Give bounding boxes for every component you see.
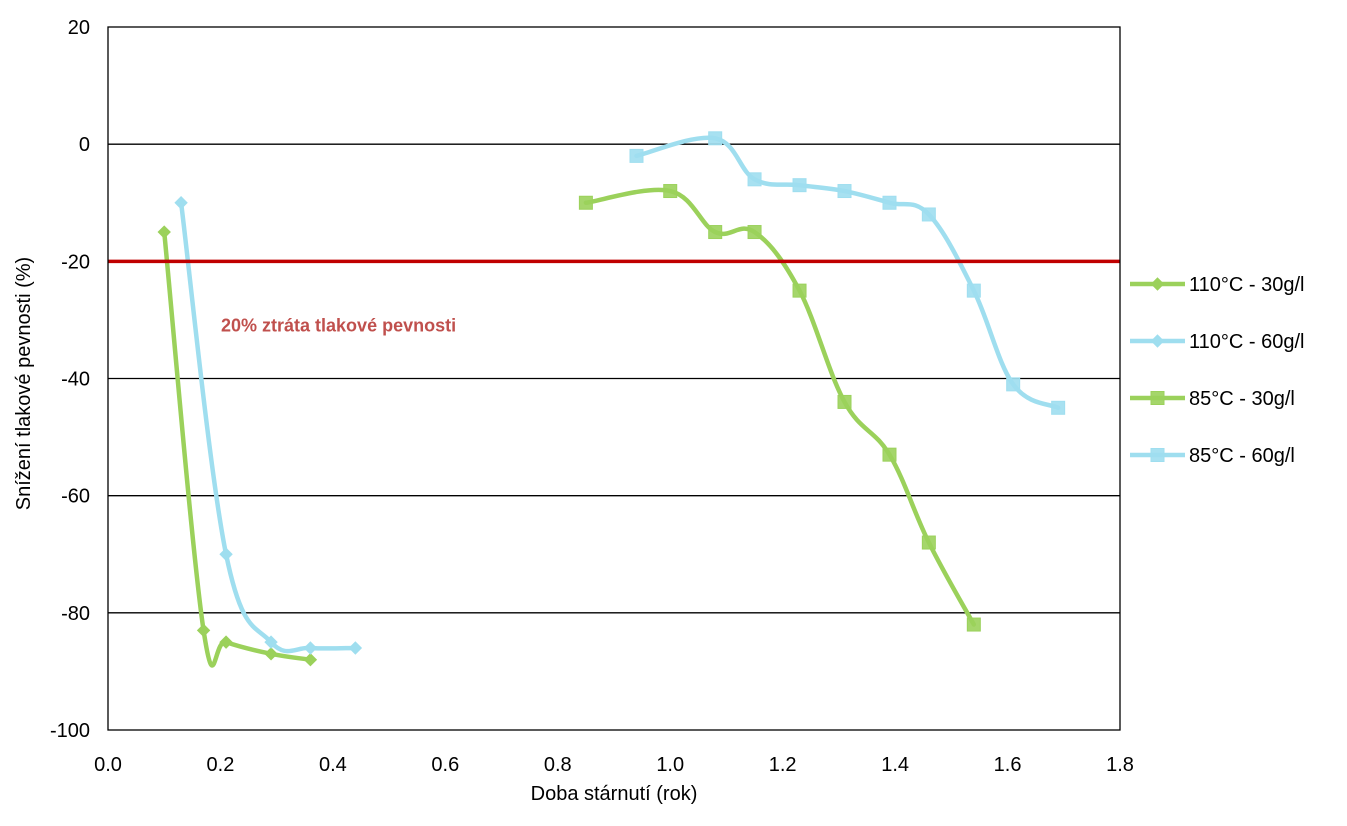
y-tick-label: -60 — [61, 486, 90, 508]
x-tick-label: 1.4 — [881, 754, 909, 776]
x-tick-label: 0.2 — [207, 754, 235, 776]
x-tick-label: 0.4 — [319, 754, 347, 776]
legend: 110°C - 30g/l 110°C - 60g/l 85°C - 30g/l 85… — [1130, 274, 1304, 467]
y-axis-title: Snížení tlakové pevnosti (%) — [13, 257, 35, 510]
data-point — [264, 635, 278, 649]
series-layer — [157, 131, 1066, 668]
data-point — [303, 641, 318, 655]
series-2 — [174, 196, 363, 655]
legend-label: 85°C - 30g/l — [1189, 388, 1295, 410]
data-point — [921, 535, 936, 550]
data-point — [1006, 377, 1021, 392]
legend-label: 110°C - 60g/l — [1189, 331, 1304, 353]
data-point — [174, 196, 188, 210]
x-tick-label: 1.0 — [656, 754, 684, 776]
data-point — [708, 225, 723, 240]
x-tick-label: 1.8 — [1106, 754, 1134, 776]
plot-area-frame — [107, 26, 1121, 731]
legend-item-3: 85°C - 30g/l — [1130, 388, 1295, 410]
series-line — [583, 187, 977, 627]
gridlines — [108, 143, 1120, 614]
y-tick-label: -80 — [61, 603, 90, 625]
data-point — [348, 641, 363, 655]
series-1 — [157, 225, 318, 668]
x-tick-label: 0.0 — [94, 754, 122, 776]
x-tick-label: 1.6 — [994, 754, 1022, 776]
y-tick-label: -20 — [61, 251, 90, 273]
data-point — [663, 184, 678, 199]
data-point — [303, 652, 318, 667]
data-point — [219, 635, 233, 649]
legend-item-1: 110°C - 30g/l — [1130, 274, 1304, 296]
y-tick-label: 20 — [68, 17, 90, 39]
data-point — [792, 178, 807, 193]
legend-swatch-marker — [1150, 334, 1165, 348]
x-tick-label: 0.8 — [544, 754, 572, 776]
data-point — [837, 394, 852, 409]
data-point — [747, 225, 762, 240]
data-point — [219, 547, 233, 561]
data-point — [837, 184, 852, 199]
legend-swatch-marker — [1150, 277, 1165, 291]
data-point — [196, 623, 211, 638]
x-tick-label: 1.2 — [769, 754, 797, 776]
legend-label: 85°C - 60g/l — [1189, 445, 1295, 467]
data-point — [708, 131, 723, 146]
legend-label: 110°C - 30g/l — [1189, 274, 1304, 296]
series-line — [178, 200, 358, 654]
data-point — [966, 617, 981, 632]
y-tick-label: -40 — [61, 369, 90, 391]
data-point — [157, 225, 171, 239]
data-point — [792, 283, 807, 298]
x-tick-label: 0.6 — [431, 754, 459, 776]
x-tick-labels: 0.0 0.2 0.4 0.6 0.8 1.0 1.2 1.4 1.6 1.8 — [94, 754, 1134, 776]
threshold-label: 20% ztráta tlakové pevnosti — [221, 315, 456, 335]
y-tick-label: 0 — [79, 134, 90, 156]
legend-swatch-marker — [1150, 448, 1165, 462]
data-point — [882, 447, 897, 462]
series-4 — [629, 131, 1066, 415]
data-point — [882, 195, 897, 210]
data-point — [1051, 400, 1066, 415]
legend-swatch-marker — [1150, 391, 1165, 405]
series-line — [634, 135, 1061, 411]
series-3 — [578, 184, 981, 632]
data-point — [629, 148, 644, 163]
x-axis-title: Doba stárnutí (rok) — [531, 783, 698, 805]
legend-item-4: 85°C - 60g/l — [1130, 445, 1295, 467]
data-point — [966, 283, 981, 298]
legend-item-2: 110°C - 60g/l — [1130, 331, 1304, 353]
data-point — [747, 172, 762, 187]
data-point — [578, 195, 593, 210]
data-point — [921, 207, 936, 222]
data-point — [264, 647, 278, 661]
y-tick-labels: 20 0 -20 -40 -60 -80 -100 — [50, 17, 90, 742]
y-tick-label: -100 — [50, 720, 90, 742]
